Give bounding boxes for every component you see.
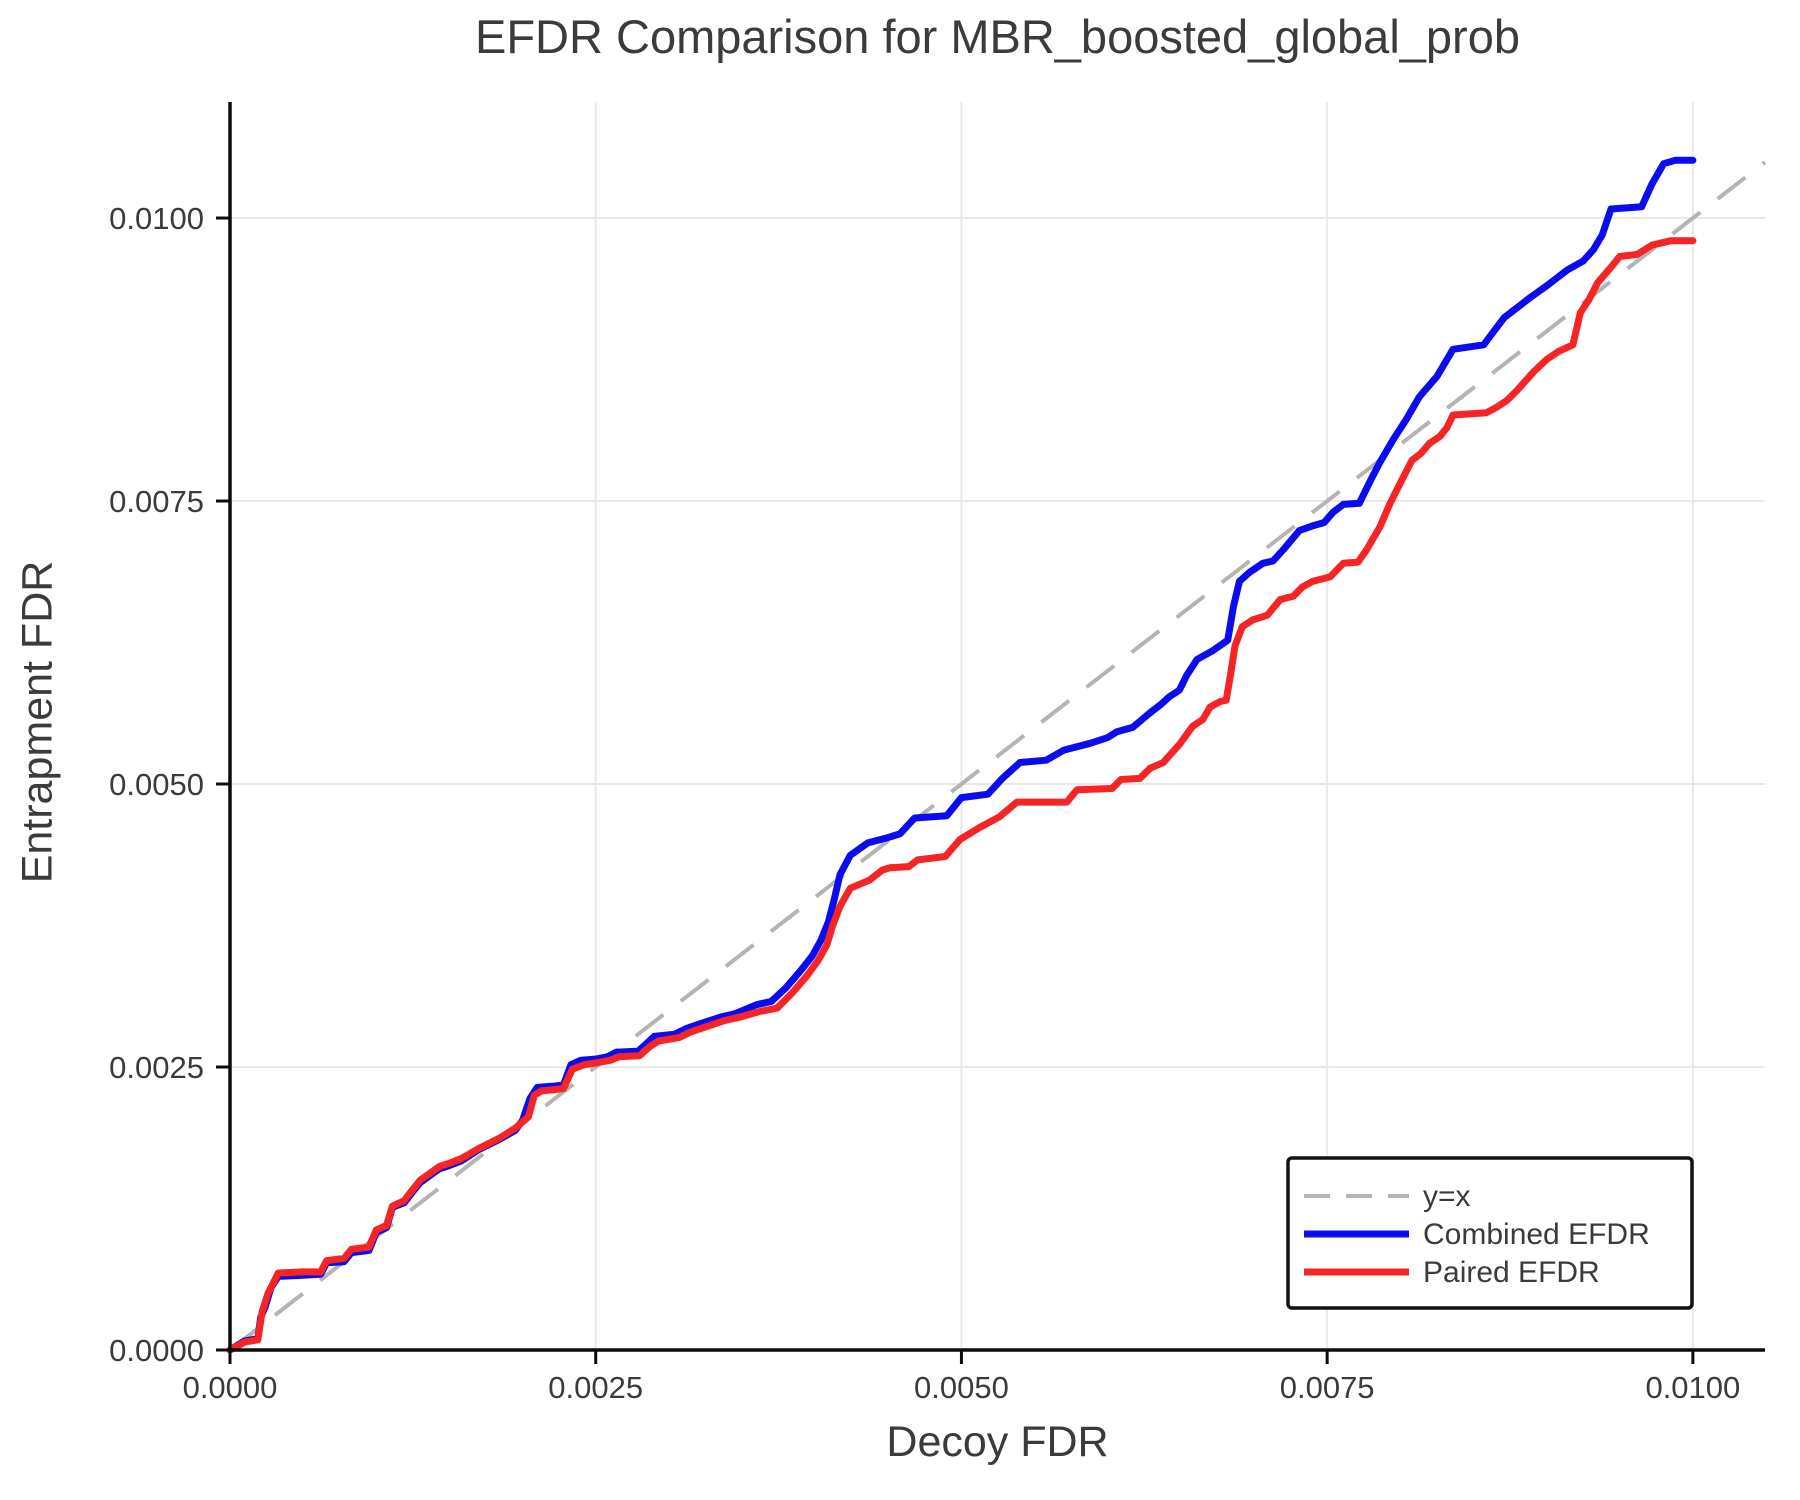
x-tick-label: 0.0025 (548, 1370, 643, 1405)
x-tick-label: 0.0000 (183, 1370, 278, 1405)
x-axis-title: Decoy FDR (886, 1418, 1109, 1466)
identity-line (228, 160, 1767, 1352)
legend: y=x Combined EFDR Paired EFDR (1286, 1156, 1694, 1310)
legend-entry-label: y=x (1423, 1180, 1471, 1213)
legend-entry-label: Combined EFDR (1423, 1218, 1650, 1251)
x-tick-label: 0.0075 (1280, 1370, 1375, 1405)
x-tick-label: 0.0050 (914, 1370, 1009, 1405)
y-tick-label: 0.0000 (109, 1333, 204, 1368)
chart-title: EFDR Comparison for MBR_boosted_global_p… (475, 10, 1520, 63)
series-line-paired-efdr (226, 237, 1697, 1354)
y-tick-label: 0.0050 (109, 767, 204, 802)
legend-entry-label: Paired EFDR (1423, 1256, 1600, 1289)
y-tick-label: 0.0025 (109, 1050, 204, 1085)
y-tick-label: 0.0100 (109, 201, 204, 236)
x-tick-label: 0.0100 (1645, 1370, 1740, 1405)
y-tick-label: 0.0075 (109, 484, 204, 519)
